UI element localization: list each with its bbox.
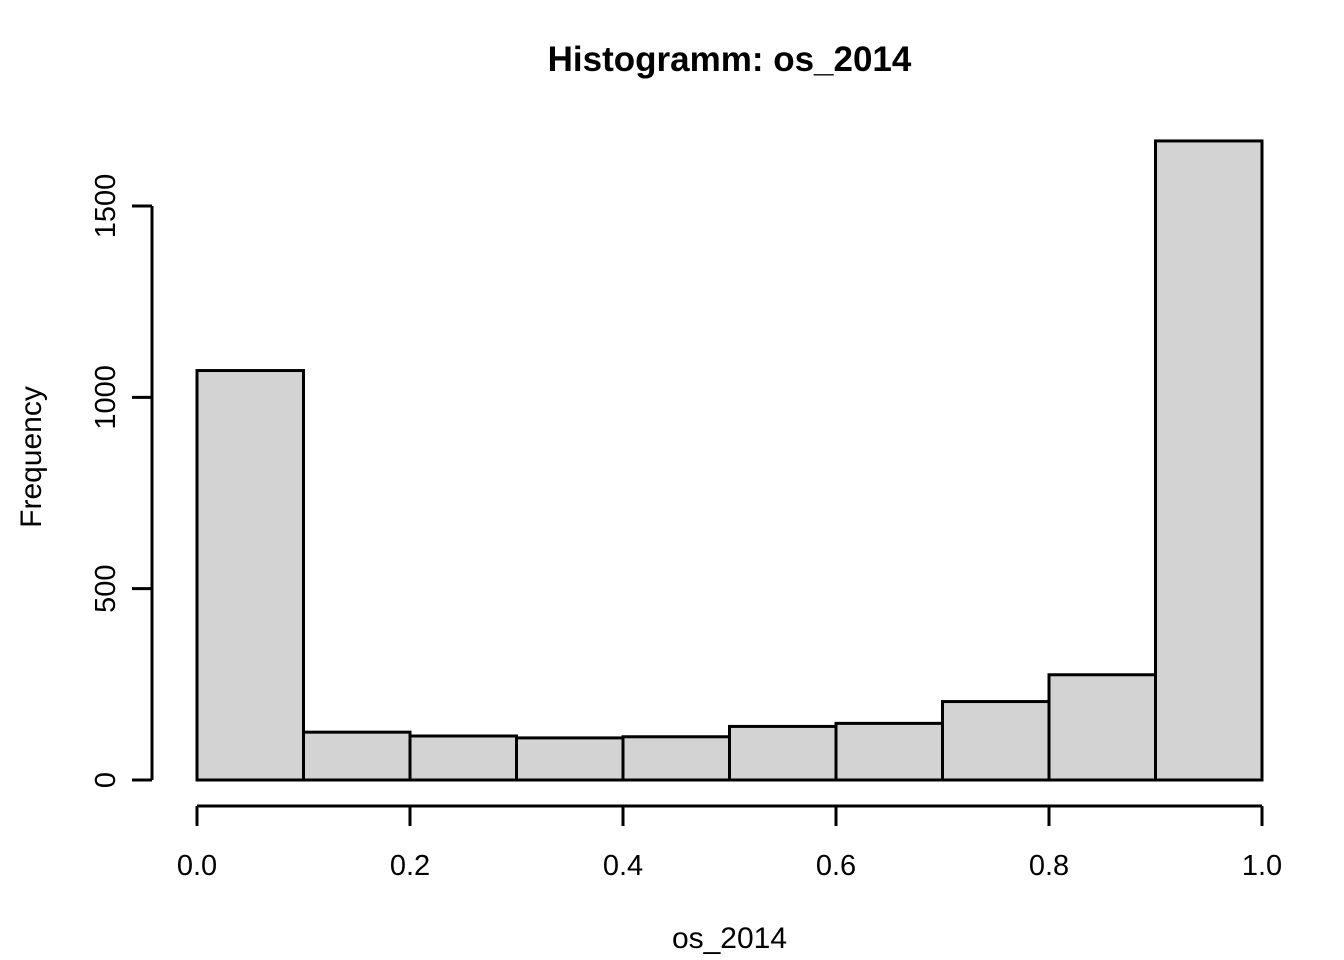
x-tick-label: 0.4 [603,850,643,882]
histogram-bar [728,724,838,782]
histogram-bar [621,735,731,782]
histogram-bar [515,736,625,782]
histogram-bar [1154,139,1264,782]
y-tick-label: 1000 [90,365,122,430]
x-tick-label: 0.6 [816,850,856,882]
y-tick-label: 0 [90,772,122,788]
histogram-bar [1047,673,1157,782]
histogram-bar [195,369,305,782]
x-tick-label: 0.0 [177,850,217,882]
y-tick-label: 500 [90,564,122,612]
chart-title: Histogramm: os_2014 [547,40,912,79]
histogram-bar [941,700,1051,782]
histogram-bar [302,730,412,782]
histogram-bar [834,721,944,782]
x-tick-label: 0.2 [390,850,430,882]
histogram-bar [408,734,518,782]
x-tick-label: 1.0 [1242,850,1282,882]
x-tick-label: 0.8 [1029,850,1069,882]
y-tick-label: 1500 [90,174,122,239]
x-axis-title: os_2014 [671,922,788,955]
